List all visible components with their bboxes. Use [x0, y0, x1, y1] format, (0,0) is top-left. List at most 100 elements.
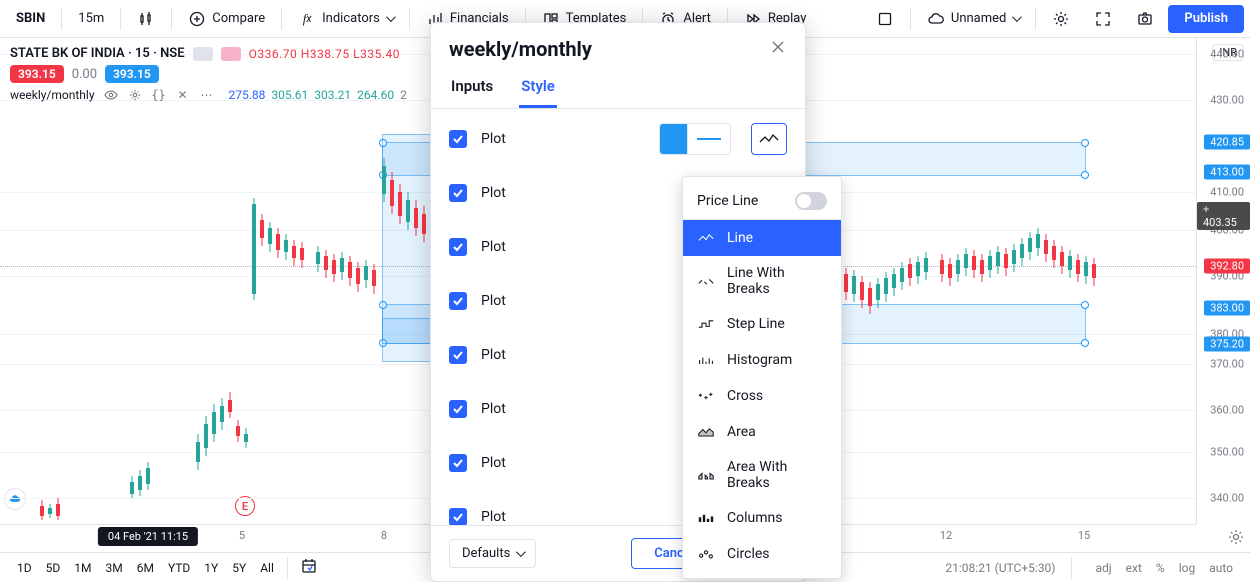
plot-checkbox[interactable]: [449, 292, 467, 310]
range-5d[interactable]: 5D: [39, 558, 68, 578]
change-value: 0.00: [72, 67, 97, 82]
cols-icon: [697, 509, 715, 527]
mode-ext[interactable]: ext: [1119, 558, 1149, 578]
price-zone[interactable]: [382, 134, 432, 344]
time-tooltip: 04 Feb '21 11:15: [98, 527, 198, 546]
tab-inputs[interactable]: Inputs: [449, 67, 495, 108]
square-icon: [876, 10, 894, 28]
line-type-line-with-breaks[interactable]: Line With Breaks: [683, 256, 841, 306]
time-tick: 5: [239, 529, 245, 542]
publish-button[interactable]: Publish: [1168, 5, 1244, 33]
fullscreen-icon: [1094, 10, 1112, 28]
areabreak-icon: [697, 466, 715, 484]
price-tick: 370.00: [1210, 358, 1244, 371]
plot-checkbox[interactable]: [449, 346, 467, 364]
more-icon[interactable]: ⋯: [199, 87, 215, 103]
step-icon: [697, 315, 715, 333]
compare-button[interactable]: Compare: [178, 5, 275, 33]
circ-icon: [697, 545, 715, 563]
line-type-columns[interactable]: Columns: [683, 500, 841, 536]
plot-label: Plot: [481, 509, 545, 525]
plot-checkbox[interactable]: [449, 130, 467, 148]
indicator-name[interactable]: weekly/monthly: [10, 88, 95, 102]
interval-button[interactable]: 15m: [68, 5, 114, 33]
source-icon[interactable]: {}: [151, 87, 167, 103]
chart-style-button[interactable]: [127, 5, 165, 33]
line-type-line[interactable]: Line: [683, 220, 841, 256]
cloud-icon: [927, 10, 945, 28]
mode-adj[interactable]: adj: [1088, 558, 1118, 578]
fx-icon: fx: [298, 10, 316, 28]
indicators-button[interactable]: fx Indicators: [288, 5, 403, 33]
chevron-down-icon: [386, 12, 396, 22]
range-3m[interactable]: 3M: [98, 558, 129, 578]
defaults-menu[interactable]: Defaults: [449, 539, 536, 568]
range-5y[interactable]: 5Y: [225, 558, 253, 578]
price-zone[interactable]: [382, 318, 432, 362]
status-pill: [221, 47, 241, 61]
last-price-badge: 393.15: [10, 65, 64, 83]
range-ytd[interactable]: YTD: [161, 558, 197, 578]
visibility-pill[interactable]: [193, 47, 213, 61]
price-marker: 420.85: [1204, 135, 1250, 150]
range-all[interactable]: All: [253, 558, 281, 578]
fullscreen-button[interactable]: [1084, 5, 1122, 33]
range-1m[interactable]: 1M: [67, 558, 98, 578]
layout-grid-button[interactable]: [866, 5, 904, 33]
range-6m[interactable]: 6M: [130, 558, 161, 578]
earnings-marker[interactable]: E: [235, 496, 255, 516]
line-type-circles[interactable]: Circles: [683, 536, 841, 572]
time-tick: 8: [381, 529, 387, 542]
mode-log[interactable]: log: [1172, 558, 1203, 578]
price-axis[interactable]: INR 440.00430.00410.00400.00390.00380.00…: [1196, 38, 1250, 524]
line-type-histogram[interactable]: Histogram: [683, 342, 841, 378]
gear-icon[interactable]: [127, 87, 143, 103]
plot-label: Plot: [481, 185, 545, 201]
mode-auto[interactable]: auto: [1202, 558, 1240, 578]
price-marker: 413.00: [1204, 165, 1250, 180]
ohlc-values: O336.70 H338.75 L335.40: [249, 47, 400, 61]
price-tick: 440.00: [1210, 48, 1244, 61]
price-marker: 375.20: [1204, 337, 1250, 352]
plot-checkbox[interactable]: [449, 454, 467, 472]
range-1y[interactable]: 1Y: [197, 558, 225, 578]
line-type-step-line[interactable]: Step Line: [683, 306, 841, 342]
plot-label: Plot: [481, 293, 545, 309]
settings-button[interactable]: [1042, 5, 1080, 33]
idea-marker[interactable]: [4, 488, 26, 510]
eye-icon[interactable]: [103, 87, 119, 103]
plot-checkbox[interactable]: [449, 238, 467, 256]
tab-style[interactable]: Style: [519, 67, 557, 108]
plot-label: Plot: [481, 239, 545, 255]
clock[interactable]: 21:08:21 (UTC+5:30): [945, 561, 1055, 575]
snapshot-button[interactable]: [1126, 5, 1164, 33]
plot-label: Plot: [481, 401, 545, 417]
indicator-values: 275.88305.61303.21264.602: [223, 88, 407, 102]
price-line-toggle[interactable]: [795, 192, 827, 210]
line-style-dropdown: Price Line LineLine With BreaksStep Line…: [682, 176, 842, 579]
goto-date-button[interactable]: [294, 555, 324, 580]
dialog-close-button[interactable]: [769, 38, 787, 60]
plot-color-picker[interactable]: [659, 123, 731, 155]
price-marker: 383.00: [1204, 301, 1250, 316]
plot-checkbox[interactable]: [449, 508, 467, 525]
axis-settings-icon[interactable]: [1228, 529, 1244, 549]
price-marker: + 403.35: [1197, 202, 1250, 230]
price-tick: 410.00: [1210, 186, 1244, 199]
plot-row: Plot: [449, 123, 787, 155]
range-1d[interactable]: 1D: [10, 558, 39, 578]
plot-checkbox[interactable]: [449, 184, 467, 202]
plus-circle-icon: [188, 10, 206, 28]
mode-%[interactable]: %: [1149, 558, 1172, 578]
line-type-cross[interactable]: Cross: [683, 378, 841, 414]
plot-checkbox[interactable]: [449, 400, 467, 418]
chevron-down-icon: [516, 547, 526, 557]
close-icon[interactable]: ✕: [175, 87, 191, 103]
layout-menu[interactable]: Unnamed: [917, 5, 1030, 33]
line-type-area[interactable]: Area: [683, 414, 841, 450]
plot-shape-button[interactable]: [751, 123, 787, 155]
line-type-area-with-breaks[interactable]: Area With Breaks: [683, 450, 841, 500]
plot-label: Plot: [481, 455, 545, 471]
price-tick: 350.00: [1210, 446, 1244, 459]
symbol-button[interactable]: SBIN: [6, 5, 55, 33]
